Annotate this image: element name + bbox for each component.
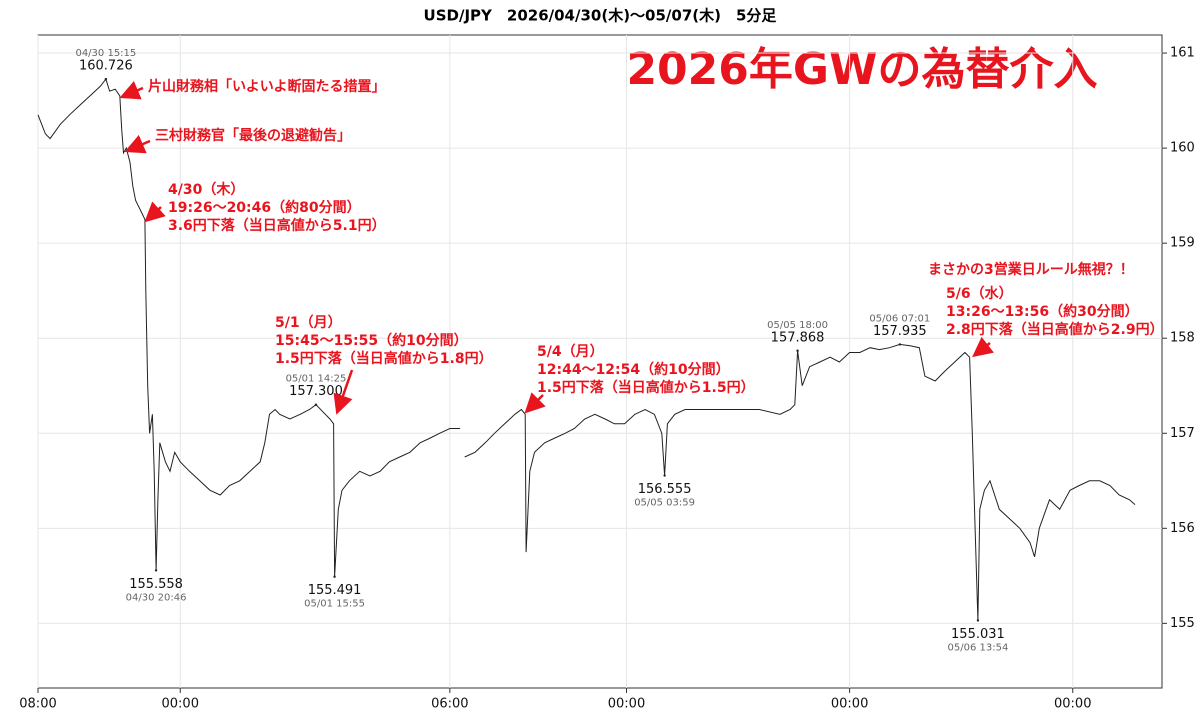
annotation-text: 13:26～13:56（約30分間） [946, 303, 1139, 320]
annotation-text: 1.5円下落（当日高値から1.5円） [537, 379, 755, 396]
y-tick-label: 157 [1170, 426, 1195, 441]
extreme-value: 155.558 [129, 577, 183, 592]
headline: 2026年GWの為替介入 [626, 44, 1097, 95]
annotation-text: まさかの3営業日ルール無視？！ [928, 261, 1134, 278]
y-tick-label: 155 [1170, 616, 1195, 631]
extreme-point [663, 474, 666, 477]
extreme-point [314, 403, 318, 406]
extreme-time: 05/06 13:54 [948, 642, 1009, 653]
x-tick-label: 00:00 [831, 697, 868, 712]
extreme-time: 04/30 20:46 [126, 592, 187, 603]
extreme-point [104, 77, 108, 81]
annotation-text: 12:44～12:54（約10分間） [537, 361, 730, 378]
price-line [37, 78, 1136, 621]
annotation-text: 5/4（月） [537, 344, 604, 360]
extreme-point [898, 343, 902, 346]
extreme-time: 05/01 14:25 [286, 374, 347, 385]
extreme-point [154, 569, 158, 572]
annotation-arrow [972, 336, 994, 358]
x-tick-label: 00:00 [1054, 697, 1091, 712]
extreme-time: 05/01 15:55 [304, 599, 365, 610]
annotation-text: 片山財務相「いよいよ断固たる措置」 [148, 78, 385, 95]
x-tick-label: 00:00 [162, 697, 199, 712]
extreme-point [333, 575, 336, 578]
annotation-text: 5/1（月） [275, 315, 342, 331]
extreme-point [796, 349, 799, 352]
annotation-text: 19:26～20:46（約80分間） [168, 199, 361, 216]
y-tick-label: 160 [1170, 141, 1195, 156]
extreme-value: 160.726 [79, 59, 133, 74]
extreme-value: 155.031 [951, 627, 1005, 642]
extreme-time: 05/05 18:00 [767, 320, 828, 331]
y-tick-label: 159 [1170, 236, 1195, 251]
annotation-arrow [144, 201, 166, 223]
annotation-arrow [119, 80, 144, 100]
extreme-value: 157.300 [289, 384, 343, 399]
extreme-value: 157.868 [771, 330, 825, 345]
annotation-text: 三村財務官「最後の退避勧告」 [155, 127, 351, 144]
annotation-arrow [333, 369, 354, 415]
annotation-text: 5/6（水） [946, 285, 1013, 302]
extreme-time: 05/06 07:01 [869, 313, 930, 324]
x-tick-label: 08:00 [19, 697, 56, 712]
extreme-point [976, 619, 980, 622]
annotation-text: 1.5円下落（当日高値から1.8円） [275, 350, 493, 367]
extreme-value: 156.555 [638, 482, 692, 497]
x-tick-label: 00:00 [608, 697, 645, 712]
extreme-time: 04/30 15:15 [75, 48, 136, 59]
y-tick-label: 161 [1170, 46, 1195, 61]
chart-title: USD/JPY 2026/04/30(木)～05/07(木) 5分足 [424, 7, 778, 25]
annotation-arrow [124, 134, 151, 154]
extreme-value: 157.935 [873, 324, 927, 339]
annotation-text: 4/30（木） [168, 181, 244, 198]
annotation-text: 3.6円下落（当日高値から5.1円） [168, 217, 386, 234]
x-tick-label: 06:00 [431, 697, 468, 712]
annotation-text: 15:45～15:55（約10分間） [275, 332, 468, 349]
y-tick-label: 156 [1170, 521, 1195, 536]
extreme-time: 05/05 03:59 [634, 498, 695, 509]
extreme-value: 155.491 [308, 583, 362, 598]
annotation-text: 2.8円下落（当日高値から2.9円） [946, 321, 1164, 338]
annotation-arrow [524, 392, 546, 414]
y-tick-label: 158 [1170, 331, 1195, 346]
